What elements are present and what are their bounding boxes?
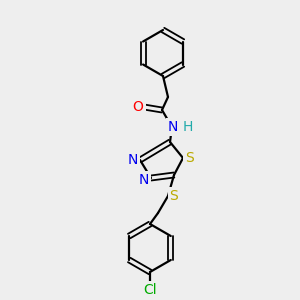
Text: N: N	[168, 120, 178, 134]
Text: N: N	[139, 173, 149, 187]
Text: S: S	[184, 151, 194, 165]
Text: S: S	[169, 189, 178, 203]
Text: H: H	[183, 120, 193, 134]
Text: O: O	[133, 100, 143, 114]
Text: Cl: Cl	[143, 283, 157, 297]
Text: N: N	[128, 153, 138, 167]
